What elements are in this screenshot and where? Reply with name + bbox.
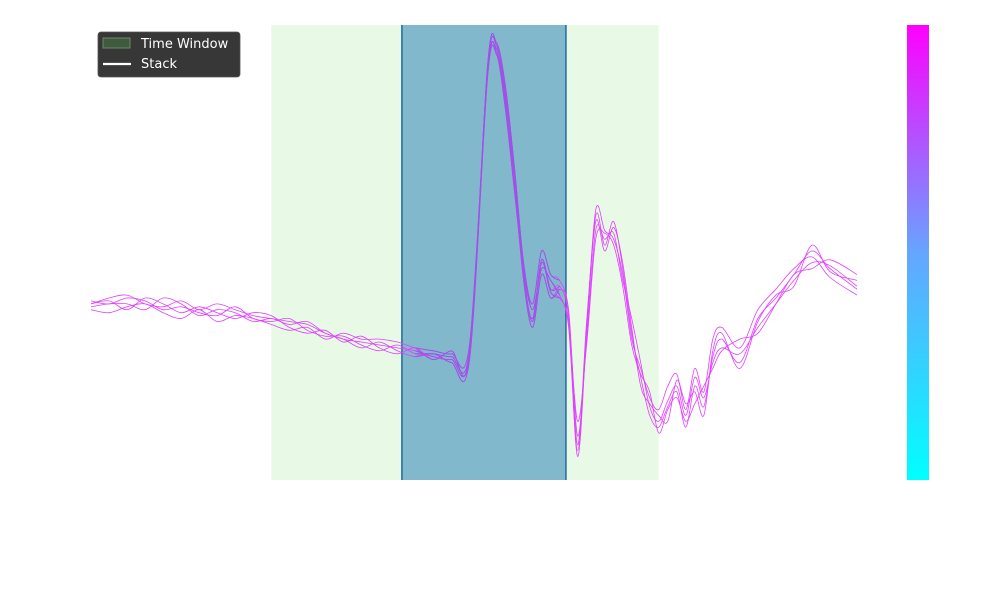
trace-2-window-segment <box>415 41 560 374</box>
legend-box <box>97 31 241 78</box>
legend-time-window-patch <box>102 37 131 49</box>
trace-4-window-segment <box>415 32 560 377</box>
trace-3-window-segment <box>415 41 560 369</box>
legend-time-window-label: Time Window <box>140 37 229 52</box>
time-window-regions <box>271 25 659 480</box>
legend-stack-label: Stack <box>141 57 177 72</box>
region-inner-window <box>401 25 566 480</box>
legend: Time Window Stack <box>97 31 241 78</box>
colorbar-gradient <box>907 25 929 480</box>
trace-lines <box>90 32 858 457</box>
trace-1-window-segment <box>415 35 560 378</box>
colorbar <box>907 25 929 480</box>
trace-5-window-segment <box>415 44 560 382</box>
